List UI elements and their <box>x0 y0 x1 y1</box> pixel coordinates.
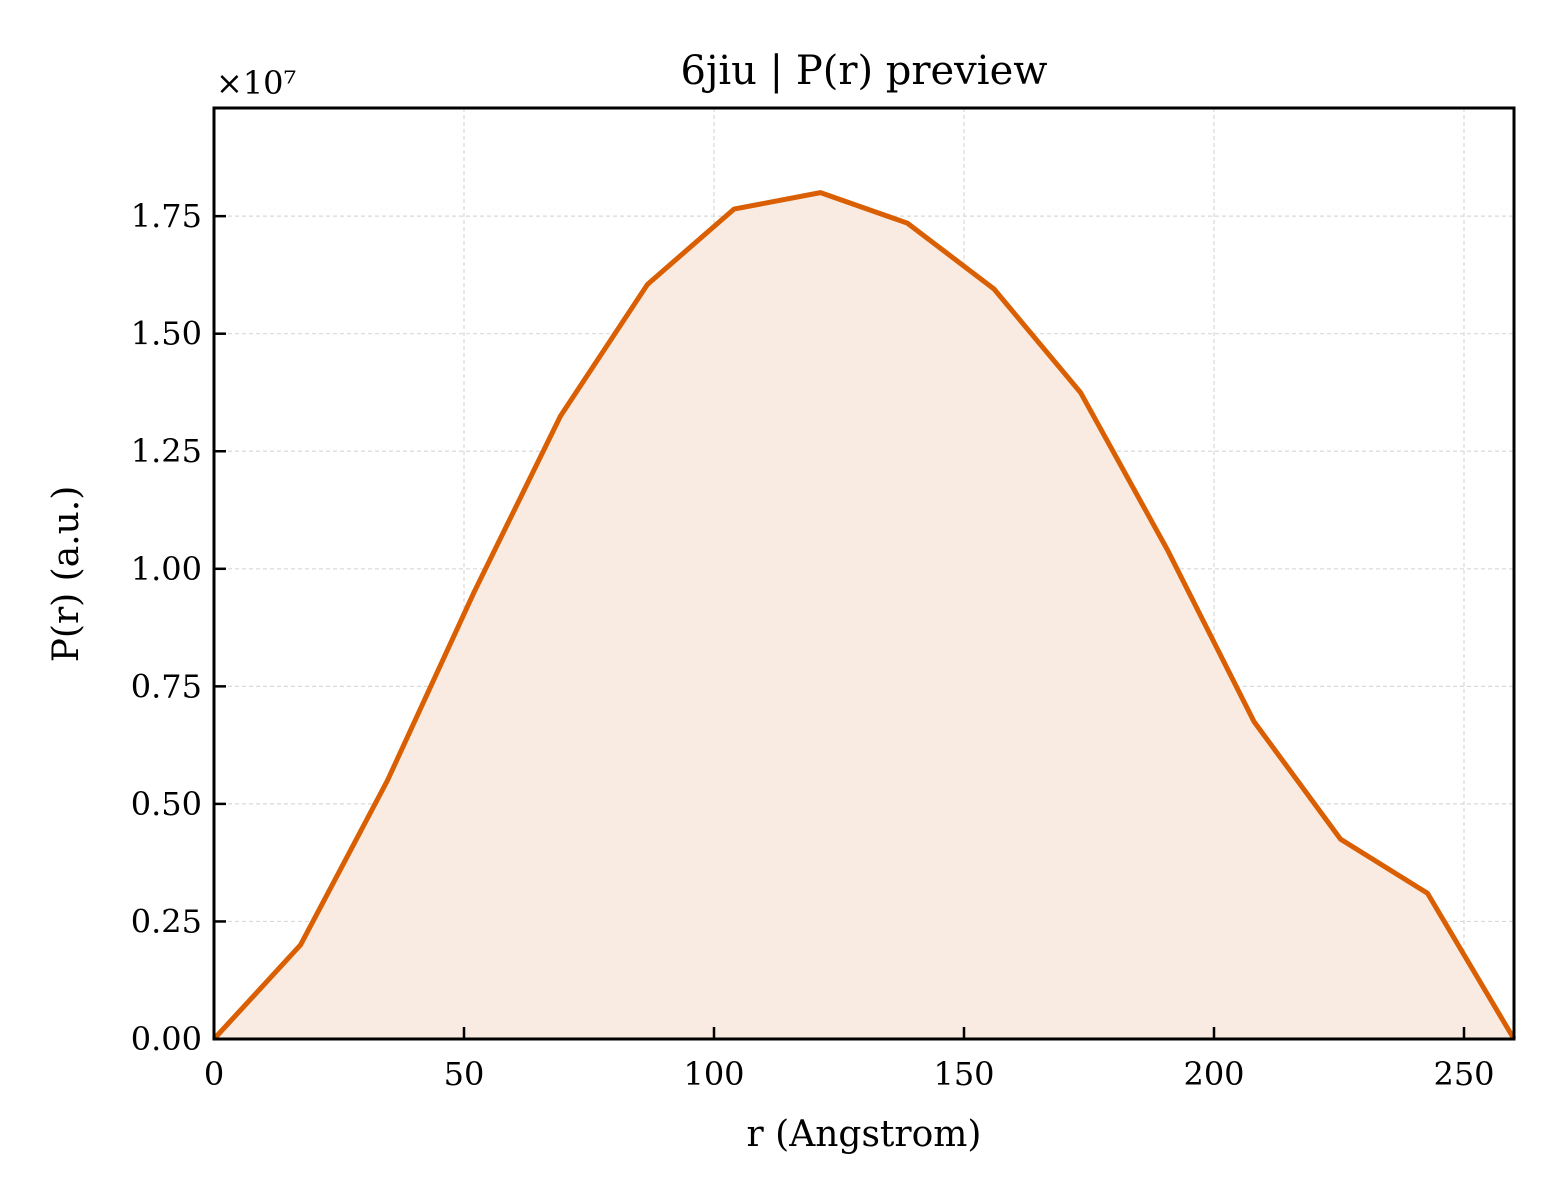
y-offset-label: ×10⁷ <box>216 64 296 102</box>
chart-title: 6jiu | P(r) preview <box>681 48 1048 94</box>
y-tick-label: 1.75 <box>131 197 202 235</box>
y-tick-label: 0.25 <box>131 902 202 940</box>
x-axis-ticks: 0 50 100 150 200 250 <box>204 1027 1495 1093</box>
x-axis-label: r (Angstrom) <box>747 1114 982 1155</box>
y-axis-ticks: 0.00 0.25 0.50 0.75 1.00 1.25 1.50 1.75 <box>131 197 226 1058</box>
x-tick-label: 100 <box>683 1055 744 1093</box>
x-tick-label: 150 <box>933 1055 994 1093</box>
plot-frame <box>212 106 1516 1041</box>
area-fill <box>214 192 1514 1039</box>
x-tick-label: 200 <box>1183 1055 1244 1093</box>
y-tick-label: 1.50 <box>131 315 202 353</box>
x-tick-label: 0 <box>204 1055 224 1093</box>
x-tick-label: 250 <box>1433 1055 1494 1093</box>
y-tick-label: 0.75 <box>131 667 202 705</box>
x-tick-label: 50 <box>444 1055 485 1093</box>
y-tick-label: 0.50 <box>131 785 202 823</box>
y-tick-label: 1.00 <box>131 550 202 588</box>
y-axis-label: P(r) (a.u.) <box>46 486 87 663</box>
y-tick-label: 0.00 <box>131 1020 202 1058</box>
y-tick-label: 1.25 <box>131 432 202 470</box>
series-line <box>212 190 1517 1041</box>
